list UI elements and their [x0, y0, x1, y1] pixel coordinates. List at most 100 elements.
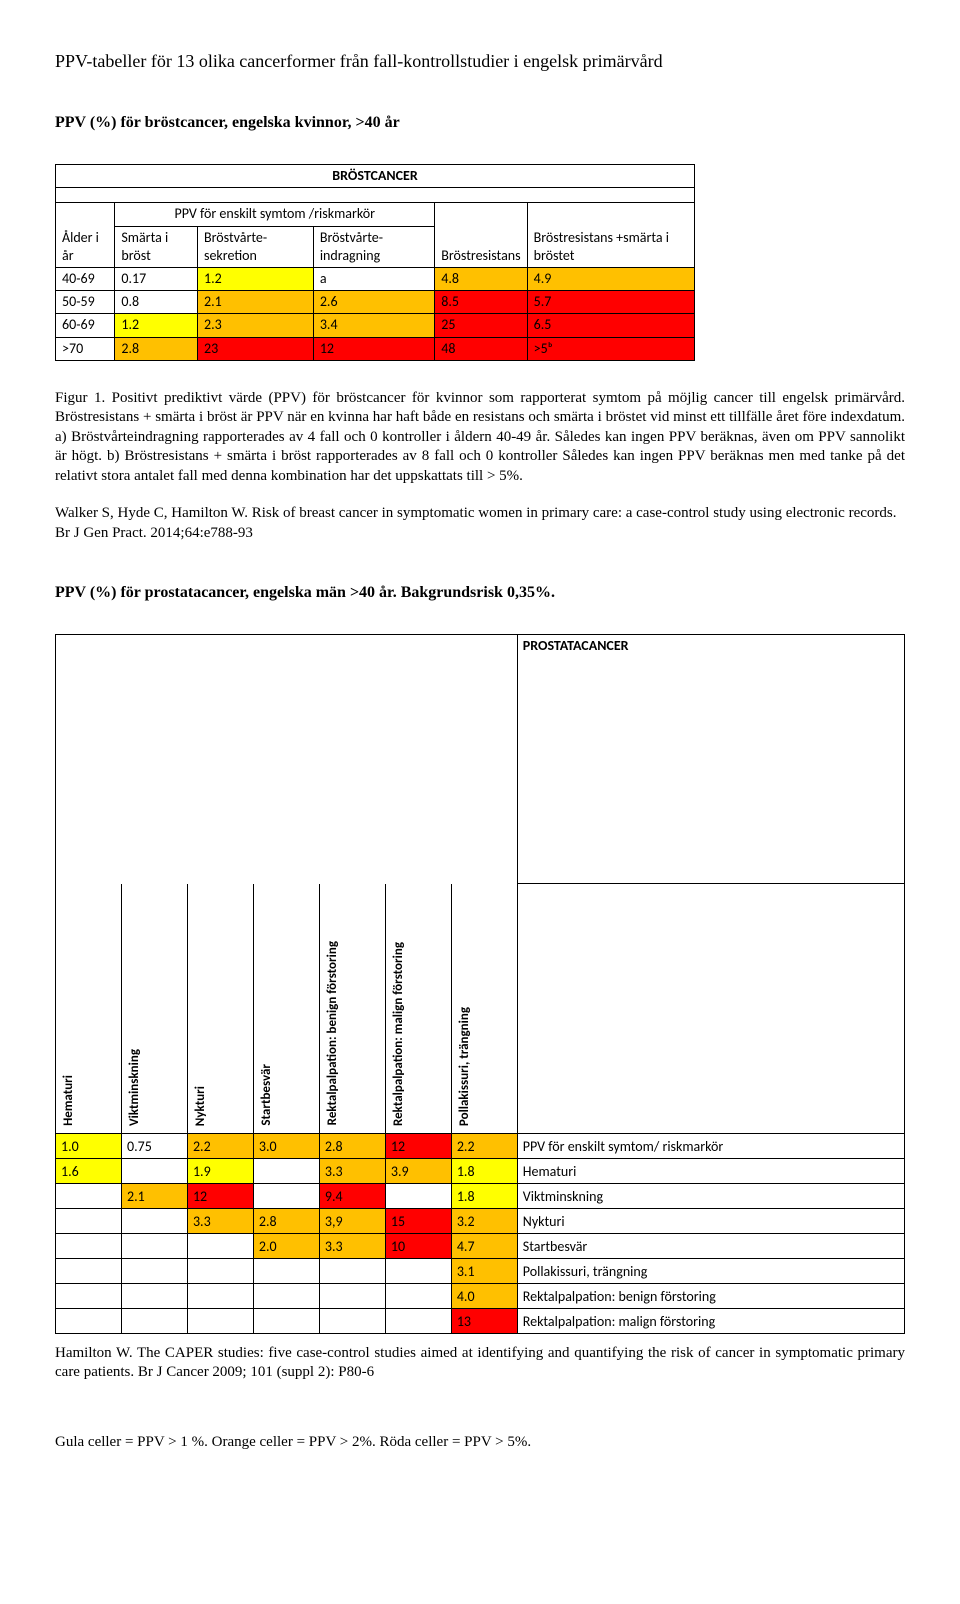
t1-group-header: PPV för enskilt symtom /riskmarkör — [115, 203, 435, 226]
t2-cell — [319, 1308, 385, 1333]
t2-cell — [385, 1283, 451, 1308]
t1-cell: 4.9 — [527, 267, 694, 290]
t1-cell: 4.8 — [435, 267, 527, 290]
t1-cell: 3.4 — [313, 314, 434, 337]
page-title: PPV-tabeller för 13 olika cancerformer f… — [55, 50, 905, 73]
t2-cell: 15 — [385, 1208, 451, 1233]
t2-cell: 2.0 — [253, 1233, 319, 1258]
t1-cell: 2.8 — [115, 337, 198, 360]
section1-heading-text: PPV (%) för bröstcancer, engelska kvinno… — [55, 114, 400, 131]
t2-cell — [385, 1258, 451, 1283]
t1-col-resist: Bröstresistans — [435, 203, 527, 268]
t2-row-label: Pollakissuri, trängning — [517, 1258, 904, 1283]
t2-cell: 4.0 — [451, 1283, 517, 1308]
t2-cell — [121, 1233, 187, 1258]
t2-cell — [121, 1158, 187, 1183]
t2-cell: 2.2 — [187, 1133, 253, 1158]
t2-row-label: Startbesvär — [517, 1233, 904, 1258]
t1-col-age: Ålder i år — [56, 203, 115, 268]
t2-cell — [187, 1233, 253, 1258]
t2-cell — [253, 1258, 319, 1283]
t2-cell — [121, 1308, 187, 1333]
t2-desc-header — [517, 884, 904, 1134]
t2-col-header: Startbesvär — [253, 884, 319, 1134]
t1-cell: >5ᵇ — [527, 337, 694, 360]
t1-cell: 0.17 — [115, 267, 198, 290]
section2-reference: Hamilton W. The CAPER studies: five case… — [55, 1344, 905, 1383]
t2-cell: 1.8 — [451, 1183, 517, 1208]
t2-cell: 3.1 — [451, 1258, 517, 1283]
section1-reference: Walker S, Hyde C, Hamilton W. Risk of br… — [55, 504, 905, 543]
t2-cell: 13 — [451, 1308, 517, 1333]
t2-cell: 3.3 — [319, 1158, 385, 1183]
t2-cell — [253, 1183, 319, 1208]
t1-cell: 8.5 — [435, 291, 527, 314]
t2-cell: 9.4 — [319, 1183, 385, 1208]
t2-cell — [121, 1283, 187, 1308]
t2-cell: 2.8 — [253, 1208, 319, 1233]
t1-cell: 6.5 — [527, 314, 694, 337]
t1-cell: 2.3 — [197, 314, 313, 337]
t2-cell — [319, 1258, 385, 1283]
t2-col-header: Nykturi — [187, 884, 253, 1134]
t2-cell — [121, 1208, 187, 1233]
t1-cell: >70 — [56, 337, 115, 360]
t2-cell: 0.75 — [121, 1133, 187, 1158]
footer-legend: Gula celler = PPV > 1 %. Orange celler =… — [55, 1433, 905, 1453]
t2-cell — [253, 1308, 319, 1333]
t1-title: BRÖSTCANCER — [62, 167, 688, 185]
t1-cell: 12 — [313, 337, 434, 360]
prostate-cancer-table: PROSTATACANCER HematuriViktminskningNykt… — [55, 634, 905, 1334]
t1-col-resist-pain: Bröstresistans +smärta i bröstet — [527, 203, 694, 268]
t1-cell: 60-69 — [56, 314, 115, 337]
t2-row-label: Viktminskning — [517, 1183, 904, 1208]
t1-cell: 50-59 — [56, 291, 115, 314]
t2-row-label: Rektalpalpation: malign förstoring — [517, 1308, 904, 1333]
t2-cell — [56, 1208, 122, 1233]
t2-cell: 10 — [385, 1233, 451, 1258]
t2-cell: 3.2 — [451, 1208, 517, 1233]
t1-cell: 2.6 — [313, 291, 434, 314]
t1-col-pain: Smärta i bröst — [115, 226, 198, 267]
t1-cell: 40-69 — [56, 267, 115, 290]
t2-cell: 2.1 — [121, 1183, 187, 1208]
t2-col-header: Pollakissuri, trängning — [451, 884, 517, 1134]
t2-cell: 3.3 — [319, 1233, 385, 1258]
t2-cell — [319, 1283, 385, 1308]
t2-cell — [187, 1258, 253, 1283]
t1-cell: 23 — [197, 337, 313, 360]
t2-cell: 3.0 — [253, 1133, 319, 1158]
t2-row-label: Hematuri — [517, 1158, 904, 1183]
t1-col-secretion: Bröstvårte-sekretion — [197, 226, 313, 267]
t2-cell: 3,9 — [319, 1208, 385, 1233]
t1-cell: a — [313, 267, 434, 290]
t2-row-label: PPV för enskilt symtom/ riskmarkör — [517, 1133, 904, 1158]
breast-cancer-table: BRÖSTCANCER Ålder i år PPV för enskilt s… — [55, 164, 695, 361]
t1-cell: 1.2 — [197, 267, 313, 290]
t2-cell — [56, 1233, 122, 1258]
t2-col-header: Hematuri — [56, 884, 122, 1134]
figure1-caption: Figur 1. Positivt prediktivt värde (PPV)… — [55, 389, 905, 487]
t2-row-label: Nykturi — [517, 1208, 904, 1233]
t2-cell: 1.0 — [56, 1133, 122, 1158]
t2-col-header: Rektalpalpation: malign förstoring — [385, 884, 451, 1134]
t2-cell — [121, 1258, 187, 1283]
t2-cell: 1.8 — [451, 1158, 517, 1183]
t2-cell: 4.7 — [451, 1233, 517, 1258]
section1-heading: PPV (%) för bröstcancer, engelska kvinno… — [55, 113, 905, 134]
t2-cell: 3.3 — [187, 1208, 253, 1233]
t2-cell — [187, 1283, 253, 1308]
t2-cell — [385, 1308, 451, 1333]
t2-cell: 2.2 — [451, 1133, 517, 1158]
t1-cell: 5.7 — [527, 291, 694, 314]
t2-cell: 12 — [385, 1133, 451, 1158]
t2-cell: 1.6 — [56, 1158, 122, 1183]
t2-cell: 3.9 — [385, 1158, 451, 1183]
t2-cell: 12 — [187, 1183, 253, 1208]
t2-cell — [56, 1183, 122, 1208]
t2-cell — [253, 1283, 319, 1308]
t2-col-header: Rektalpalpation: benign förstoring — [319, 884, 385, 1134]
t2-cell — [56, 1283, 122, 1308]
t1-cell: 2.1 — [197, 291, 313, 314]
t2-cell: 1.9 — [187, 1158, 253, 1183]
